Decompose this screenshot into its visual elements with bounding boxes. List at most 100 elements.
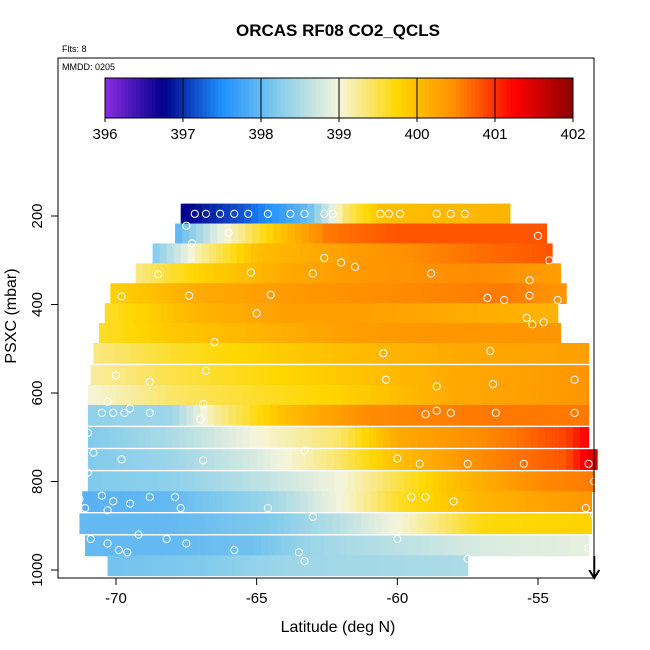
heatmap-cell: [343, 365, 352, 386]
sample-point: [379, 349, 388, 358]
heatmap-cell: [559, 471, 567, 493]
heatmap-cell: [571, 343, 580, 364]
heatmap-cell: [456, 365, 465, 386]
heatmap-cell: [421, 303, 429, 324]
heatmap-cell: [505, 365, 514, 386]
heatmap-cell: [411, 471, 420, 493]
heatmap-cell: [515, 513, 524, 535]
heatmap-cell: [175, 303, 183, 324]
heatmap-cell: [452, 555, 460, 577]
sample-point: [97, 491, 107, 500]
heatmap-cell: [397, 385, 405, 406]
heatmap-cell: [462, 203, 470, 225]
heatmap-cell: [239, 535, 248, 557]
sample-point: [89, 448, 98, 457]
heatmap-cell: [329, 223, 338, 245]
heatmap-cell: [204, 535, 213, 557]
heatmap-cell: [163, 343, 172, 364]
heatmap-row: [180, 203, 511, 225]
heatmap-cell: [148, 323, 156, 344]
heatmap-cell: [290, 263, 299, 285]
heatmap-cell: [298, 449, 307, 470]
heatmap-cell: [101, 427, 110, 448]
heatmap-cell: [144, 471, 152, 493]
heatmap-cell: [284, 471, 293, 493]
heatmap-cell: [284, 385, 293, 406]
heatmap-cell: [460, 404, 469, 426]
heatmap-cell: [200, 427, 209, 448]
heatmap-cell: [214, 404, 223, 426]
heatmap-row: [87, 404, 590, 426]
colorbar-swatch: [389, 78, 395, 118]
heatmap-cell: [462, 243, 470, 265]
heatmap-cell: [308, 223, 317, 245]
heatmap-cell: [198, 263, 207, 285]
heatmap-cell: [495, 385, 504, 406]
heatmap-cell: [92, 535, 100, 557]
heatmap-cell: [301, 365, 310, 386]
heatmap-cell: [460, 449, 469, 470]
heatmap-cell: [200, 449, 209, 470]
sample-point: [328, 209, 337, 218]
heatmap-cell: [484, 365, 493, 386]
heatmap-cell: [303, 535, 311, 557]
heatmap-cell: [310, 535, 318, 557]
heatmap-cell: [498, 303, 507, 324]
heatmap-cell: [491, 223, 500, 245]
sample-point: [75, 495, 84, 504]
heatmap-cell: [220, 343, 228, 364]
heatmap-cell: [263, 471, 272, 493]
heatmap-cell: [394, 535, 403, 557]
heatmap-cell: [273, 223, 282, 245]
heatmap-cell: [398, 203, 407, 225]
heatmap-cell: [118, 365, 127, 386]
heatmap-cell: [191, 343, 200, 364]
heatmap-cell: [191, 555, 200, 577]
heatmap-cell: [379, 223, 387, 245]
heatmap-cell: [474, 404, 483, 426]
heatmap-cell: [404, 471, 412, 493]
heatmap-cell: [476, 491, 484, 512]
heatmap-cell: [393, 223, 401, 245]
heatmap-row: [175, 223, 548, 245]
heatmap-cell: [179, 427, 187, 448]
sample-point: [584, 459, 593, 468]
heatmap-cell: [516, 449, 525, 470]
heatmap-cell: [426, 491, 435, 512]
colorbar-tick-label: 402: [560, 126, 585, 143]
heatmap-cell: [395, 343, 404, 364]
heatmap-cell: [339, 513, 348, 535]
heatmap-cell: [538, 449, 546, 470]
heatmap-cell: [319, 385, 328, 406]
heatmap-cell: [198, 513, 207, 535]
heatmap-cell: [170, 343, 179, 364]
heatmap-cell: [348, 449, 356, 470]
heatmap-cell: [193, 427, 201, 448]
heatmap-cell: [362, 404, 370, 426]
heatmap-cell: [132, 365, 141, 386]
heatmap-cell: [187, 491, 196, 512]
colorbar-swatch: [249, 78, 254, 118]
heatmap-cell: [490, 283, 498, 305]
heatmap-cell: [532, 491, 540, 512]
heatmap-cell: [120, 535, 128, 557]
colorbar-swatch: [311, 78, 317, 118]
colorbar-swatch: [268, 78, 274, 118]
heatmap-cell: [501, 343, 510, 364]
heatmap-cell: [335, 203, 344, 225]
heatmap-cell: [502, 427, 511, 448]
colorbar-swatch: [362, 78, 367, 118]
heatmap-cell: [245, 223, 254, 245]
heatmap-cell: [484, 303, 493, 324]
heatmap-cell: [508, 263, 517, 285]
heatmap-cell: [281, 535, 290, 557]
colorbar-swatch: [112, 78, 118, 118]
heatmap-cell: [283, 343, 292, 364]
colorbar-swatch: [385, 78, 391, 118]
heatmap-cell: [200, 404, 209, 426]
heatmap-cell: [370, 283, 379, 305]
heatmap-cell: [343, 223, 352, 245]
heatmap-cell: [336, 365, 345, 386]
heatmap-cell: [207, 385, 216, 406]
heatmap-cell: [504, 243, 512, 265]
